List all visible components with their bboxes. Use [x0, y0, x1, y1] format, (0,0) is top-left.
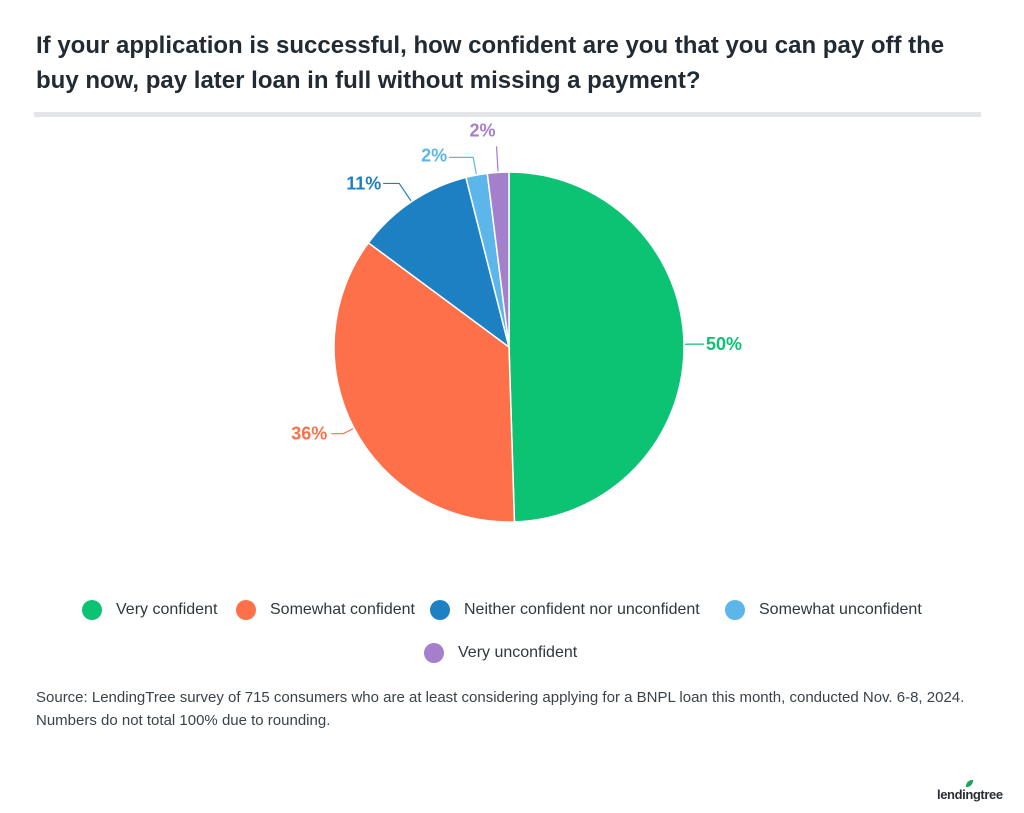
- pie-slices: [333, 171, 685, 523]
- legend-item-somewhat-confident: Somewhat confident: [236, 600, 415, 620]
- legend-swatch-icon: [725, 600, 745, 620]
- legend-label: Somewhat unconfident: [759, 601, 922, 618]
- data-label: 2%: [469, 120, 495, 140]
- chart-title: If your application is successful, how c…: [36, 32, 945, 94]
- legend-swatch-icon: [236, 600, 256, 620]
- pie-slice-neither-confident-nor-unconfident: [367, 176, 511, 349]
- legend-item-very-confident: Very confident: [82, 600, 217, 620]
- legend-label: Somewhat confident: [270, 601, 415, 618]
- source-note: Source: LendingTree survey of 715 consum…: [36, 689, 965, 729]
- pie-slice-very-unconfident: [486, 171, 510, 348]
- pie-data-labels: 50% 36% 11% 2% 2%: [291, 120, 742, 443]
- legend-label: Very unconfident: [458, 644, 578, 661]
- lendingtree-logo: lendingtree: [937, 779, 1009, 805]
- logo-wordmark: lendingtree: [937, 787, 1003, 802]
- pie-slice-somewhat-confident: [333, 241, 516, 523]
- legend-swatch-icon: [82, 600, 102, 620]
- legend-label: Very confident: [116, 601, 218, 618]
- data-label: 11%: [346, 173, 381, 193]
- pie-leader-lines: [331, 146, 704, 435]
- legend-swatch-icon: [424, 643, 444, 663]
- leader-line: [495, 146, 499, 172]
- data-label: 50%: [706, 334, 742, 354]
- chart-legend: Very confident Somewhat confident Neithe…: [0, 598, 1024, 668]
- pie-slice-very-confident: [508, 171, 685, 523]
- leader-line: [383, 182, 412, 202]
- data-label: 36%: [291, 424, 327, 444]
- title-divider: [34, 112, 981, 117]
- legend-label: Neither confident nor unconfident: [464, 601, 700, 618]
- leaf-icon: [965, 779, 974, 788]
- leader-line: [449, 156, 477, 175]
- legend-item-very-unconfident: Very unconfident: [424, 643, 577, 663]
- legend-item-neither-confident: Neither confident nor unconfident: [430, 600, 700, 620]
- leader-line: [331, 428, 354, 435]
- data-label: 2%: [421, 145, 447, 165]
- legend-swatch-icon: [430, 600, 450, 620]
- pie-chart: 50% 36% 11% 2% 2%: [291, 120, 742, 523]
- legend-item-somewhat-unconfident: Somewhat unconfident: [725, 600, 922, 620]
